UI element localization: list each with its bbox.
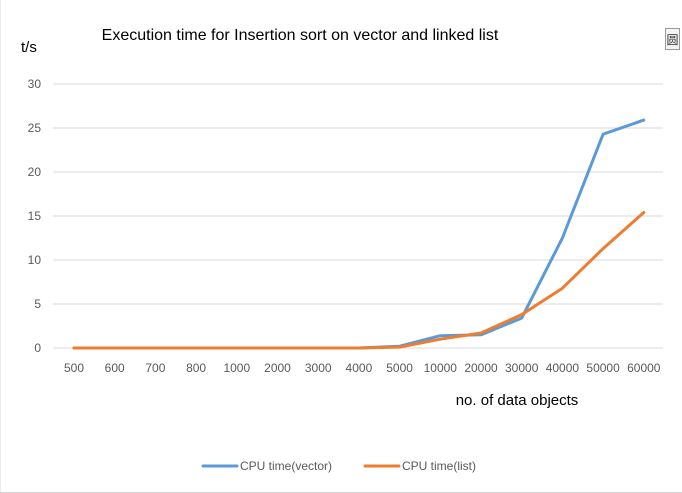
data-point <box>276 347 279 350</box>
legend: CPU time(vector) CPU time(list) <box>201 459 476 473</box>
data-point <box>317 347 320 350</box>
y-tick-labels: 0 5 10 15 20 25 30 <box>28 77 42 355</box>
y-tick-label: 10 <box>28 253 42 267</box>
data-point <box>439 334 442 337</box>
legend-label: CPU time(list) <box>402 459 476 473</box>
side-panel-button[interactable]: 圆 <box>665 28 680 50</box>
x-tick-label: 500 <box>64 361 84 375</box>
chart-title: Execution time for Insertion sort on vec… <box>102 27 499 44</box>
data-point <box>154 347 157 350</box>
data-point <box>520 317 523 320</box>
data-point <box>520 313 523 316</box>
x-tick-label: 20000 <box>464 361 498 375</box>
data-point <box>235 347 238 350</box>
data-point <box>602 133 605 136</box>
x-tick-label: 700 <box>145 361 165 375</box>
data-point <box>73 347 76 350</box>
y-tick-label: 15 <box>28 209 42 223</box>
y-tick-label: 0 <box>34 341 41 355</box>
data-point <box>642 211 645 214</box>
x-tick-labels: 500 600 700 800 1000 2000 3000 4000 5000 10000 200… <box>64 361 661 375</box>
x-tick-label: 4000 <box>346 361 373 375</box>
series-line-1 <box>72 211 646 350</box>
data-point <box>602 247 605 250</box>
x-tick-label: 1000 <box>223 361 250 375</box>
y-tick-label: 30 <box>28 77 42 91</box>
data-point <box>195 347 198 350</box>
data-point <box>561 287 564 290</box>
data-point <box>398 346 401 349</box>
x-tick-label: 60000 <box>627 361 661 375</box>
data-point <box>439 338 442 341</box>
data-point <box>113 347 116 350</box>
x-tick-label: 50000 <box>586 361 620 375</box>
y-tick-label: 25 <box>28 121 42 135</box>
x-tick-label: 5000 <box>386 361 413 375</box>
x-tick-label: 800 <box>186 361 206 375</box>
data-point <box>561 237 564 240</box>
y-tick-label: 20 <box>28 165 42 179</box>
x-tick-label: 40000 <box>546 361 580 375</box>
x-tick-label: 30000 <box>505 361 539 375</box>
series-lines <box>72 118 646 350</box>
legend-label: CPU time(vector) <box>240 459 332 473</box>
data-point <box>357 347 360 350</box>
x-axis-label: no. of data objects <box>456 392 579 409</box>
data-point <box>480 332 483 335</box>
x-tick-label: 10000 <box>424 361 458 375</box>
data-point <box>642 119 645 122</box>
x-tick-label: 3000 <box>305 361 332 375</box>
y-tick-label: 5 <box>34 297 41 311</box>
x-tick-label: 2000 <box>264 361 291 375</box>
y-axis-label: t/s <box>21 39 37 56</box>
x-tick-label: 600 <box>105 361 125 375</box>
